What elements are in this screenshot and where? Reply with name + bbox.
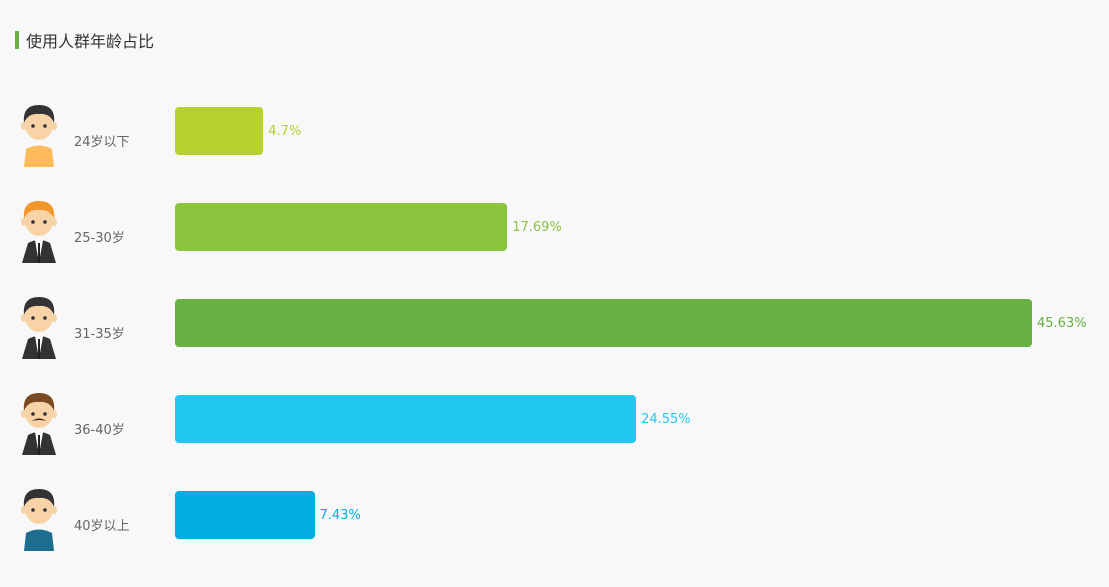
value-label: 4.7% xyxy=(268,124,302,139)
value-label: 24.55% xyxy=(641,412,691,427)
age-group-label: 40岁以上 xyxy=(74,519,130,534)
section-title: 使用人群年龄占比 xyxy=(15,31,155,51)
chart-row: 24岁以下 4.7% xyxy=(0,105,1109,203)
title-accent-bar xyxy=(15,31,19,49)
bar xyxy=(175,491,315,539)
chart-row: 25-30岁 17.69% xyxy=(0,201,1109,299)
bar xyxy=(175,395,637,443)
age-group-label: 24岁以下 xyxy=(74,135,130,150)
avatar-icon xyxy=(21,297,57,359)
title-text: 使用人群年龄占比 xyxy=(26,32,155,51)
bar xyxy=(175,203,508,251)
value-label: 45.63% xyxy=(1037,316,1087,331)
chart-row: 40岁以上 7.43% xyxy=(0,489,1109,587)
avatar-icon xyxy=(21,201,57,263)
avatar-icon xyxy=(21,105,57,167)
bar xyxy=(175,107,264,155)
value-label: 7.43% xyxy=(319,508,361,523)
avatar-icon xyxy=(21,489,57,551)
avatar-icon xyxy=(21,393,57,455)
age-group-label: 25-30岁 xyxy=(74,231,125,246)
age-group-label: 31-35岁 xyxy=(74,327,125,342)
chart-row: 36-40岁 24.55% xyxy=(0,393,1109,491)
age-group-label: 36-40岁 xyxy=(74,423,125,438)
value-label: 17.69% xyxy=(512,220,562,235)
chart-row: 31-35岁 45.63% xyxy=(0,297,1109,395)
bar xyxy=(175,299,1032,347)
